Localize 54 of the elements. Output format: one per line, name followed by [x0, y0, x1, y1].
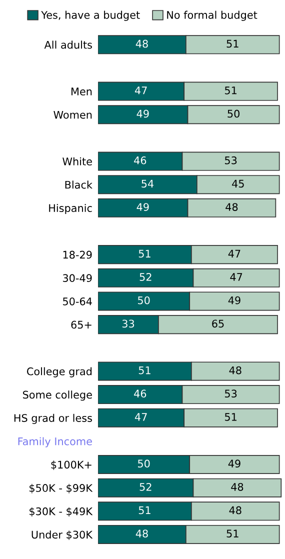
y-tick-label: All adults: [44, 40, 92, 49]
data-label: 54: [142, 180, 154, 188]
data-label: 51: [226, 530, 238, 538]
data-label: 53: [224, 156, 237, 164]
y-tick-label: Men: [72, 88, 92, 96]
y-tick-label: 50-64: [63, 297, 92, 306]
y-tick-label: $30K - $49K: [30, 507, 93, 517]
y-tick-label: $50K - $99K: [30, 484, 93, 494]
legend-label: No formal budget: [167, 10, 258, 21]
data-label: 47: [230, 273, 242, 281]
data-label: 49: [136, 203, 149, 211]
data-label: 33: [122, 320, 134, 328]
data-label: 48: [229, 366, 242, 374]
data-label: 46: [134, 390, 146, 398]
data-label: 50: [138, 296, 150, 304]
data-label: 48: [226, 203, 238, 211]
legend-label: Yes, have a budget: [41, 10, 140, 21]
data-label: 52: [140, 482, 152, 491]
data-label: 51: [138, 366, 150, 374]
data-label: 46: [134, 156, 146, 164]
y-tick-label: White: [62, 157, 92, 166]
y-tick-label: 18-29: [63, 250, 92, 259]
data-label: 51: [138, 506, 150, 514]
data-label: 48: [229, 506, 242, 514]
data-label: 51: [138, 250, 150, 258]
data-label: 47: [134, 86, 147, 94]
data-label: 47: [228, 250, 240, 258]
data-label: 45: [232, 180, 244, 188]
y-tick-label: Some college: [22, 390, 92, 401]
data-label: 51: [224, 86, 236, 94]
y-tick-label: 65+: [71, 320, 92, 329]
y-tick-label: Hispanic: [49, 204, 92, 214]
y-tick-label: HS grad or less: [14, 414, 92, 424]
data-label: 52: [140, 273, 152, 281]
data-label: 48: [136, 530, 148, 538]
y-tick-label: Under $30K: [32, 530, 93, 540]
data-label: 50: [138, 460, 150, 468]
data-label: 50: [228, 110, 240, 118]
data-label: 53: [224, 390, 237, 398]
data-label: 48: [231, 482, 244, 491]
y-tick-label: Family Income: [18, 437, 92, 448]
y-tick-label: $100K+: [51, 460, 92, 470]
data-label: 49: [228, 296, 240, 304]
y-tick-label: Women: [54, 110, 92, 119]
data-label: 47: [134, 413, 147, 421]
data-label: 51: [224, 413, 236, 421]
y-tick-label: College grad: [27, 367, 92, 378]
data-label: 49: [228, 460, 240, 468]
data-label: 48: [136, 40, 148, 48]
y-tick-label: 30-49: [63, 274, 92, 282]
y-tick-label: Black: [65, 180, 92, 189]
data-label: 51: [226, 40, 238, 48]
data-label: 65: [212, 320, 224, 328]
data-label: 49: [136, 110, 149, 118]
